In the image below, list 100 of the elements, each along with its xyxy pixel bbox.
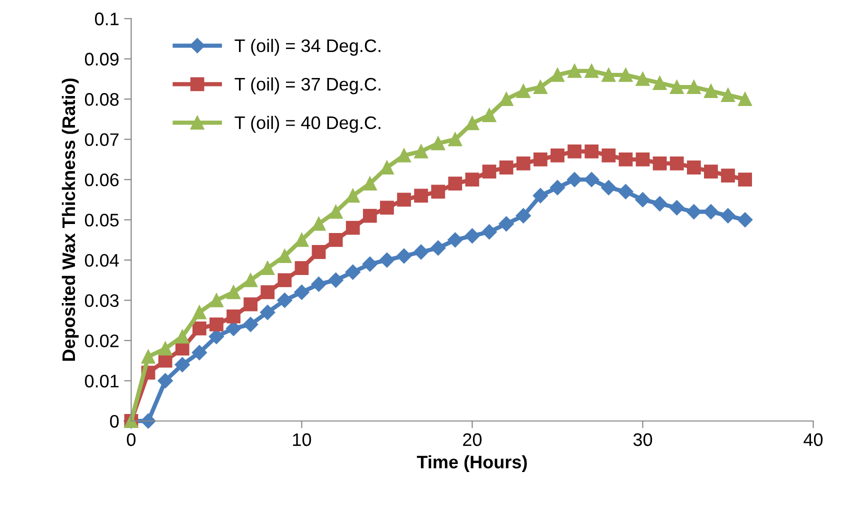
point — [226, 285, 240, 300]
point — [652, 76, 667, 90]
point — [244, 297, 258, 312]
point — [448, 176, 462, 191]
point — [312, 216, 326, 231]
point — [192, 322, 206, 336]
point — [498, 216, 514, 232]
point — [431, 184, 446, 199]
point — [328, 204, 343, 219]
point — [533, 152, 548, 166]
point — [362, 176, 377, 191]
point — [210, 293, 224, 308]
point — [312, 245, 326, 259]
point — [703, 204, 719, 220]
point — [294, 232, 309, 247]
point — [635, 192, 650, 208]
y-tick-label: 0.07 — [84, 133, 118, 146]
point — [414, 144, 428, 158]
x-tick-label: 40 — [804, 433, 823, 446]
point — [516, 156, 530, 170]
point — [737, 212, 753, 228]
point — [482, 108, 496, 122]
y-tick-label: 0.06 — [84, 174, 119, 186]
point — [584, 144, 599, 158]
point — [380, 200, 394, 215]
point — [550, 148, 564, 162]
point — [465, 116, 480, 130]
point — [636, 72, 650, 86]
point — [396, 248, 412, 264]
point — [652, 156, 667, 170]
y-tick-label: 0.02 — [84, 334, 118, 348]
y-tick-label: 0.01 — [84, 374, 119, 388]
point — [346, 188, 360, 203]
point — [720, 208, 736, 224]
point — [226, 309, 240, 324]
point — [499, 160, 514, 174]
y-tick-label: 0.03 — [84, 294, 119, 308]
point — [260, 304, 276, 320]
point — [602, 148, 616, 162]
point — [278, 273, 292, 288]
point — [686, 160, 701, 174]
point — [260, 261, 275, 276]
x-tick-label: 30 — [633, 433, 652, 446]
point — [328, 272, 344, 288]
point — [346, 220, 360, 235]
point — [362, 208, 377, 223]
point — [652, 196, 668, 212]
point — [242, 316, 258, 332]
point — [568, 64, 582, 78]
point — [670, 156, 684, 170]
point — [738, 172, 752, 187]
point — [379, 252, 395, 268]
point — [430, 240, 446, 256]
point — [516, 208, 531, 224]
point — [328, 232, 343, 247]
point — [140, 413, 156, 429]
point — [414, 244, 429, 260]
point — [568, 144, 582, 158]
point — [362, 256, 378, 272]
point — [738, 92, 752, 106]
point — [721, 168, 735, 182]
point — [550, 68, 564, 82]
point — [532, 188, 548, 204]
point — [311, 276, 326, 292]
point — [669, 200, 684, 216]
x-axis-title: Time (Hours) — [416, 455, 527, 472]
legend-label: T (oil) = 34 Deg.C. — [234, 38, 380, 56]
point — [158, 342, 172, 356]
point — [584, 172, 600, 188]
point — [260, 285, 275, 300]
point — [294, 284, 310, 300]
point — [158, 373, 173, 388]
point — [670, 80, 684, 94]
y-tick-label: 0.1 — [95, 12, 119, 26]
point — [448, 132, 462, 146]
point — [431, 136, 446, 150]
point — [618, 184, 634, 200]
point — [482, 224, 497, 240]
point — [397, 192, 411, 207]
point — [636, 152, 650, 166]
y-tick-label: 0.09 — [84, 52, 119, 66]
point — [618, 68, 633, 82]
point — [345, 264, 360, 280]
point — [618, 152, 633, 166]
y-tick-label: 0.08 — [84, 93, 119, 106]
x-tick-label: 0 — [126, 433, 136, 446]
point — [278, 249, 292, 263]
point — [499, 92, 514, 106]
y-tick-label: 0.04 — [84, 254, 119, 267]
point — [465, 172, 480, 187]
point — [482, 164, 496, 178]
point — [602, 68, 616, 82]
point — [704, 84, 718, 98]
point — [277, 292, 292, 308]
point — [294, 261, 309, 276]
point — [721, 88, 735, 102]
point — [601, 180, 616, 196]
y-tick-label: 0 — [110, 414, 119, 428]
legend-label: T (oil) = 40 Deg.C. — [234, 116, 380, 133]
point — [704, 164, 718, 178]
